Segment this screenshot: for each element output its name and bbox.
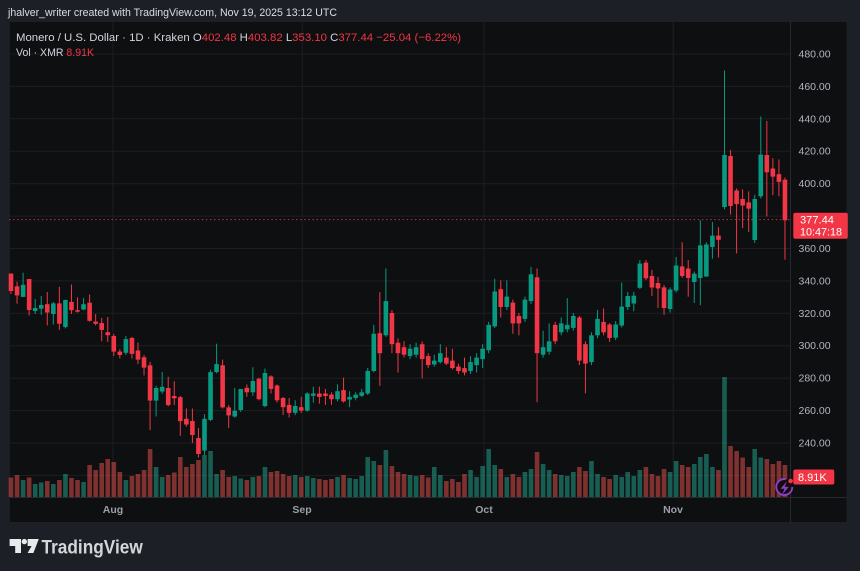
svg-text:Vol · XMR 8.91K: Vol · XMR 8.91K — [16, 47, 94, 59]
svg-text:Oct: Oct — [475, 504, 493, 516]
svg-text:Aug: Aug — [103, 504, 123, 516]
svg-text:320.00: 320.00 — [799, 308, 831, 320]
svg-text:8.91K: 8.91K — [798, 472, 827, 484]
svg-text:Sep: Sep — [292, 504, 311, 516]
svg-text:TradingView: TradingView — [42, 535, 144, 557]
svg-text:340.00: 340.00 — [799, 275, 831, 287]
svg-text:300.00: 300.00 — [799, 340, 831, 352]
svg-text:460.00: 460.00 — [799, 81, 831, 93]
svg-text:440.00: 440.00 — [799, 113, 831, 125]
svg-text:400.00: 400.00 — [799, 178, 831, 190]
svg-text:Monero / U.S. Dollar · 1D · Kr: Monero / U.S. Dollar · 1D · Kraken O402.… — [16, 32, 461, 44]
svg-text:10:47:18: 10:47:18 — [800, 227, 842, 239]
svg-text:377.44: 377.44 — [800, 215, 834, 227]
svg-text:260.00: 260.00 — [799, 405, 831, 417]
svg-text:Nov: Nov — [663, 504, 683, 516]
svg-text:jhalver_writer created with Tr: jhalver_writer created with TradingView.… — [7, 7, 337, 19]
svg-text:280.00: 280.00 — [799, 373, 831, 385]
svg-text:240.00: 240.00 — [799, 438, 831, 450]
svg-text:360.00: 360.00 — [799, 243, 831, 255]
svg-text:480.00: 480.00 — [799, 49, 831, 61]
svg-text:420.00: 420.00 — [799, 146, 831, 158]
